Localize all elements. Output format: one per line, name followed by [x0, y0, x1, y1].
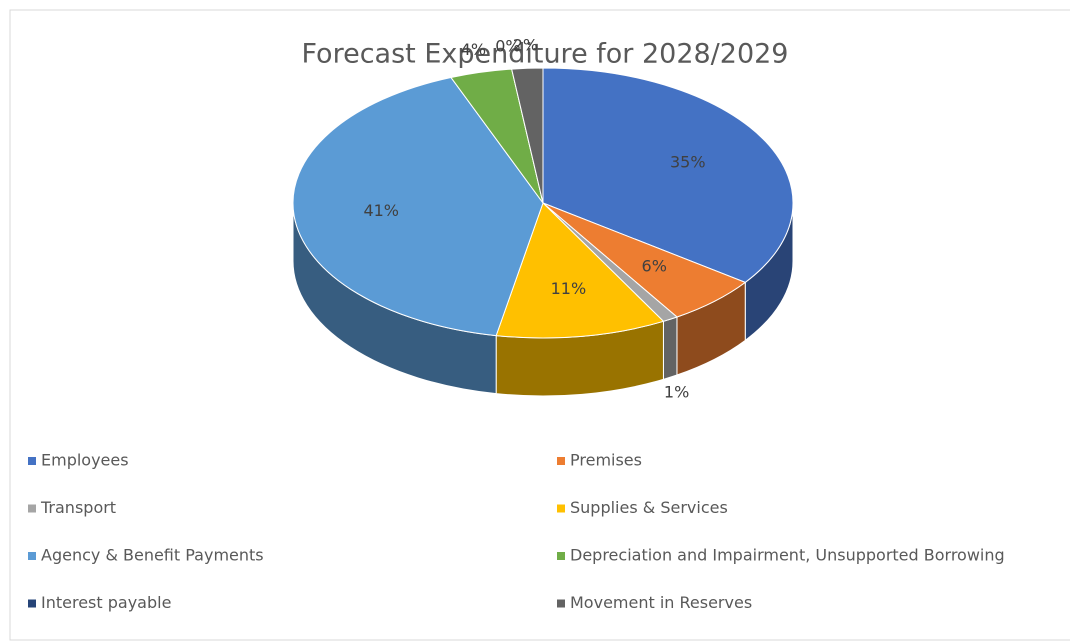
legend-swatch [557, 457, 565, 465]
data-label: 1% [664, 383, 689, 402]
data-label: 0% [495, 36, 520, 55]
legend-swatch [557, 504, 565, 513]
legend-label: Employees [41, 451, 129, 470]
data-label: 4% [461, 40, 486, 59]
legend-swatch [557, 599, 565, 608]
legend-swatch [557, 552, 565, 560]
legend-label: Premises [570, 451, 642, 470]
data-label: 2% [513, 36, 538, 55]
legend-label: Depreciation and Impairment, Unsupported… [570, 546, 1005, 565]
legend-swatch [28, 457, 36, 465]
legend-label: Movement in Reserves [570, 593, 752, 612]
data-label: 6% [642, 256, 667, 275]
pie-slice [495, 202, 665, 339]
pie: 35% 6% 1% 11% 41% 4% 0%2% [292, 36, 794, 402]
legend-label: Interest payable [41, 593, 171, 612]
legend-label: Transport [40, 498, 116, 517]
pie-slice [511, 67, 544, 204]
legend-swatch [28, 599, 36, 608]
chart-title: Forecast Expenditure for 2028/2029 [301, 39, 788, 70]
data-label: 35% [670, 153, 706, 172]
pie-slice [292, 76, 544, 337]
legend-swatch [28, 552, 36, 560]
legend-label: Agency & Benefit Payments [41, 546, 264, 565]
pie-slice [542, 67, 794, 283]
pie-side [662, 316, 678, 380]
legend: Employees Premises Transport Supplies & Ser… [28, 451, 1005, 612]
data-label: 11% [551, 279, 587, 298]
legend-label: Supplies & Services [570, 498, 728, 517]
data-label: 41% [363, 201, 399, 220]
legend-swatch [28, 504, 36, 513]
